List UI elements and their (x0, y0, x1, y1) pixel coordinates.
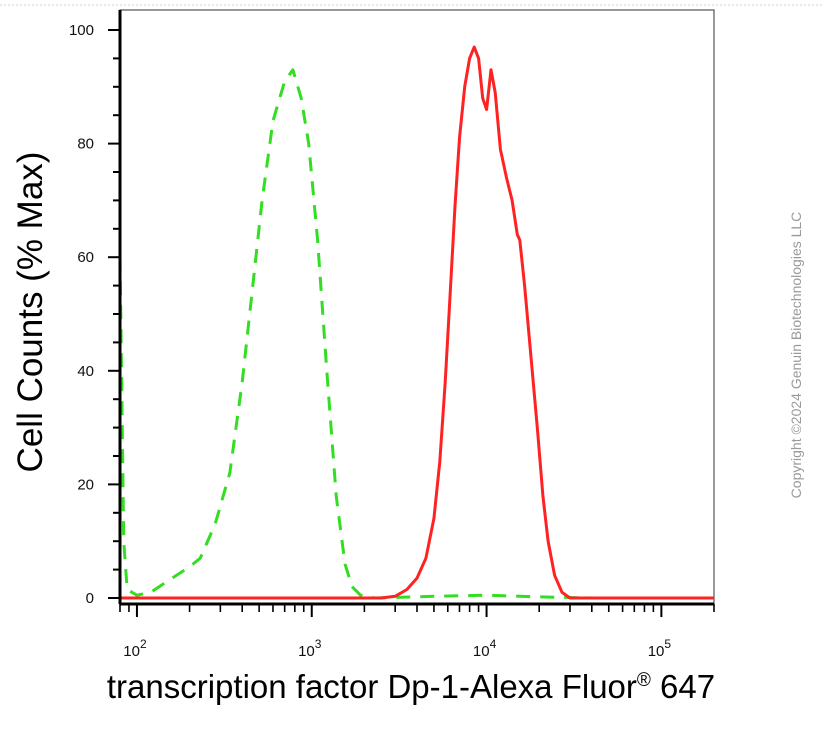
x-tick-label: 105 (648, 637, 672, 660)
x-tick-label: 104 (473, 637, 497, 660)
x-axis-label: transcription factor Dp-1-Alexa Fluor® 6… (0, 668, 822, 706)
y-axis-ticks: 0 20 40 60 80 100 (69, 22, 120, 607)
sample-series-line (120, 45, 714, 600)
copyright-text: Copyright ©2024 Genuin Biotechnologies L… (788, 212, 804, 499)
x-tick-label: 103 (298, 637, 322, 660)
y-tick-label: 20 (77, 476, 94, 493)
plot-frame (119, 9, 715, 605)
y-axis-label: Cell Counts (% Max) (11, 152, 50, 473)
y-tick-label: 0 (86, 590, 94, 607)
y-tick-label: 80 (77, 136, 94, 153)
registered-mark: ® (636, 670, 651, 691)
x-axis-ticks: 102 103 104 105 (119, 604, 715, 660)
y-tick-label: 60 (77, 249, 94, 266)
x-axis-label-suffix: 647 (650, 668, 716, 705)
x-tick-label: 102 (123, 637, 147, 660)
x-axis-label-main: transcription factor Dp-1-Alexa Fluor (106, 668, 637, 705)
series-layer (118, 45, 714, 600)
y-tick-label: 40 (77, 363, 94, 380)
y-tick-label: 100 (69, 22, 94, 39)
